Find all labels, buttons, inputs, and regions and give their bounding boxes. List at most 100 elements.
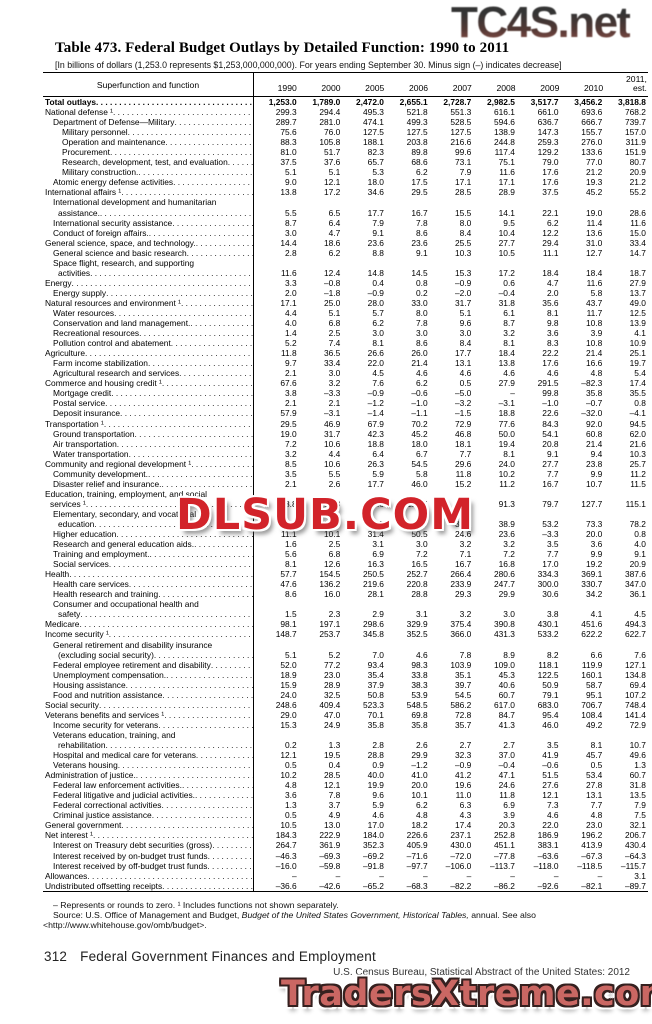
value-cell: 7.2 [285,438,297,449]
table-row: Natural resources and environment ¹ 17.1 2… [43,297,648,308]
value-cell: 5.1 [285,649,297,660]
value-cell: 2.0 [285,287,297,298]
value-cell: 5.6 [285,549,297,560]
value-cell: 13.1 [585,790,603,801]
value-cell: 2.9 [372,609,384,620]
row-stub: Federal correctional activities [43,800,253,810]
dot-leaders [148,469,253,479]
value-cell: 2.0 [546,287,559,298]
value-cell: 3.6 [546,328,559,339]
value-cell: 0.6 [503,277,515,288]
value-cell: 21.4 [585,348,603,359]
source-suffix: annual. See also <http://www.whitehouse.… [43,909,536,930]
value-cell: 33.4 [629,237,646,248]
row-stub: Higher education [43,529,253,539]
value-cell: 6.8 [328,549,341,560]
row-label: International security assistance [53,217,173,228]
row-label: Medicare [45,619,80,630]
dot-leaders [121,187,253,197]
watermark-dlsub: DLSUB.COM [176,490,474,540]
row-stub: Federal employee retirement and disabili… [43,660,253,670]
row-values: 9.0 12.1 18.0 17.5 17.1 17.1 17.6 19.3 21.2 [253,177,647,188]
value-cell: 157.0 [624,127,646,138]
row-values: 289.7 281.0 474.1 499.3 528.5 594.6 636.7 666.7… [253,117,647,128]
value-cell: 8.1 [503,448,515,459]
value-cell: 2.1 [285,398,297,409]
table-row: Medicare 98.1 197.1 298.6 329.9 375.4 390.8 430… [43,619,648,630]
value-cell: 431.3 [493,629,515,640]
value-cell: 11.1 [280,529,297,540]
value-cell: 133.6 [581,147,603,158]
watermark-tradersxtreme: TradersXtreme.com [281,974,652,1014]
value-cell: 23.0 [585,820,603,831]
row-label: Unemployment compensation. [53,669,167,680]
value-cell: 127.1 [624,659,646,670]
row-label: Net interest ¹ [45,830,93,841]
dot-leaders [85,348,253,358]
value-cell: 2.1 [285,368,297,379]
value-cell: 17.7 [454,348,472,359]
value-cell: 3.5 [546,539,559,550]
value-cell: 5.5 [328,468,341,479]
dot-leaders [152,810,253,820]
value-cell: 28.8 [367,750,384,761]
row-stub: General government [43,820,253,830]
value-cell: 15.9 [280,679,297,690]
row-label: Social security [45,699,99,710]
row-values: 3.6 7.8 9.6 10.1 11.0 11.8 12.1 13.1 13.5 [253,790,647,801]
table-row: Social security 248.6 409.4 523.3 548.5 586.2… [43,699,648,710]
value-cell: 127.5 [363,127,384,138]
value-cell: 81.0 [280,147,297,158]
value-cell: 58.7 [585,679,603,690]
value-cell: –92.6 [537,880,559,891]
value-cell: 16.3 [367,559,384,570]
value-cell: 16.5 [411,559,428,570]
value-cell: 18.8 [367,438,384,449]
table-row: Income security for veterans 15.3 24.9 35.8… [43,719,648,730]
value-cell: 9.1 [415,247,428,258]
value-cell: 99.6 [454,147,472,158]
value-cell: 11.6 [499,167,515,178]
dot-leaders [161,479,253,489]
value-cell: –0.9 [367,287,384,298]
value-cell: 18.7 [629,267,646,278]
row-label: Allowances [45,870,88,881]
value-cell: 4.3 [459,810,472,821]
value-cell: 127.7 [581,498,603,509]
value-cell: 105.8 [319,137,341,148]
value-cell: 98.1 [280,619,297,630]
dot-leaders [117,439,253,449]
value-cell: 17.0 [367,820,384,831]
dot-leaders [120,408,253,418]
table-row: International affairs ¹ 13.8 17.2 34.6 29.5 2… [43,187,648,198]
value-cell: 108.4 [581,709,603,720]
value-cell: 3.8 [546,609,559,620]
row-stub: Conduct of foreign affairs. [43,228,253,238]
value-cell: 11.2 [630,468,646,479]
table-row: Criminal justice assistance 0.5 4.9 4.6 4.8 4… [43,810,648,821]
value-cell: 8.1 [503,338,515,349]
value-cell: 31.8 [498,297,515,308]
value-cell: 12.1 [542,790,559,801]
value-cell: 12.2 [542,227,559,238]
value-cell: 3.2 [328,378,341,389]
value-cell: –0.4 [498,287,515,298]
value-cell: 38.5 [367,518,384,529]
value-cell: 4.6 [546,810,559,821]
value-cell: 39.7 [411,518,428,529]
value-cell: 413.9 [581,840,603,851]
value-cell: 5.2 [328,649,341,660]
row-values: 1.4 2.5 3.0 3.0 3.0 3.2 3.6 3.9 4.1 [253,328,647,339]
value-cell: –0.9 [454,277,472,288]
value-cell: 3.0 [285,227,297,238]
value-cell: 184.0 [363,830,384,841]
value-cell: 3.6 [590,539,603,550]
row-stub: Energy supply [43,288,253,298]
value-cell: 17.7 [367,478,384,489]
value-cell: 17.5 [411,177,428,188]
value-cell: 17.4 [454,820,472,831]
value-cell: 248.6 [275,699,297,710]
value-cell: 41.0 [411,770,428,781]
value-cell: 6.9 [503,800,515,811]
value-cell: 298.6 [363,619,384,630]
